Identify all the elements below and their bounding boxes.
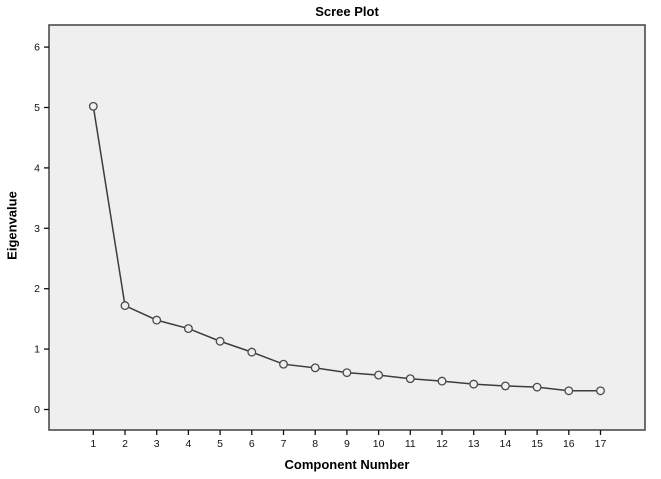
x-tick-label: 4 [185,438,191,450]
data-point-marker [532,382,542,392]
x-tick-label: 3 [154,438,160,450]
y-tick-label: 0 [34,404,40,416]
x-tick-label: 7 [281,438,287,450]
x-tick-label: 6 [249,438,255,450]
x-tick-label: 14 [500,438,512,450]
x-tick-label: 9 [344,438,350,450]
data-point-marker [405,374,415,384]
x-tick-label: 10 [373,438,385,450]
data-point-marker [279,359,288,369]
x-tick-label: 8 [312,438,318,450]
data-point-marker [596,386,605,396]
y-tick-label: 1 [34,344,40,356]
y-tick-label: 6 [34,42,40,54]
x-tick-label: 15 [531,438,543,450]
data-point-marker [342,368,352,378]
data-point-marker [469,379,479,389]
data-point-marker [120,301,130,311]
data-point-marker [374,370,384,380]
y-tick-label: 4 [34,162,40,174]
y-tick-label: 3 [34,223,40,235]
y-tick-label: 5 [34,102,40,114]
chart-title: Scree Plot [315,4,379,19]
x-tick-label: 5 [217,438,223,450]
x-tick-label: 11 [405,438,416,450]
x-tick-label: 13 [468,438,480,450]
x-tick-label: 12 [436,438,448,450]
data-point-marker [152,315,162,325]
plot-panel [48,24,646,431]
x-tick-label: 2 [122,438,128,450]
data-point-marker [183,324,193,334]
x-axis-label: Component Number [284,457,410,472]
x-tick-label: 17 [595,438,607,450]
x-tick-label: 1 [90,438,96,450]
data-point-marker [88,101,98,111]
y-tick-label: 2 [34,283,40,295]
data-point-marker [564,386,574,396]
data-point-marker [215,336,225,346]
data-point-marker [500,381,510,391]
x-tick-label: 16 [563,438,575,450]
data-point-marker [437,376,447,386]
data-point-marker [310,363,320,373]
data-point-marker [247,347,257,357]
